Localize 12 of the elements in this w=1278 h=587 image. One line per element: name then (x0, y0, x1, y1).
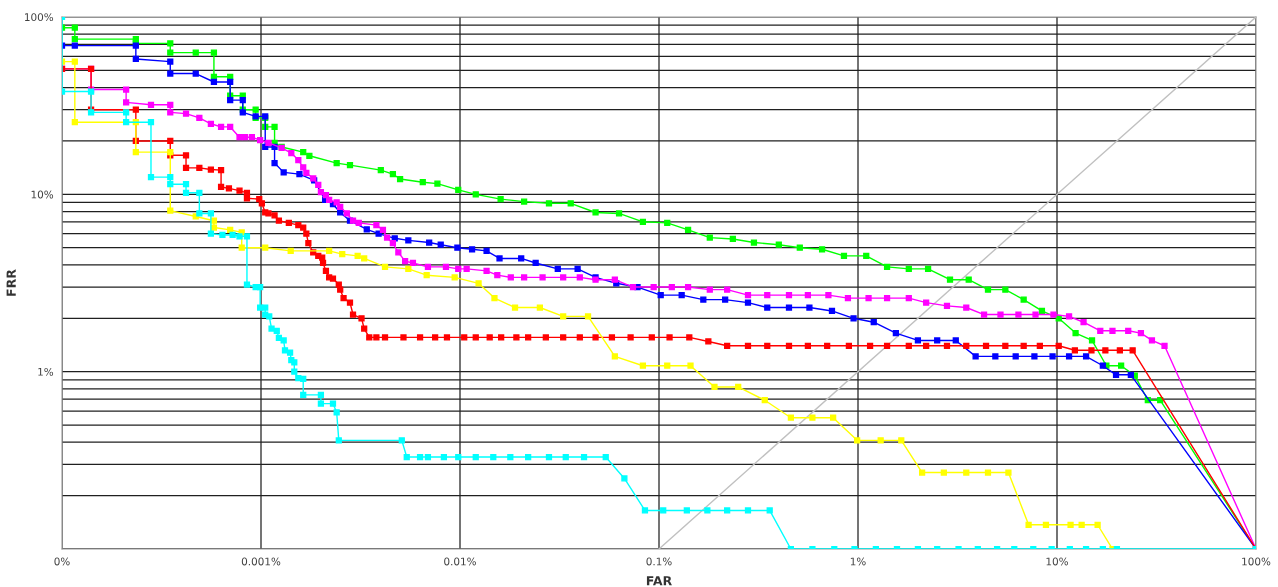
x-tick-label: 0.001% (241, 557, 281, 566)
x-axis-title: FAR (646, 576, 672, 586)
x-tick-label: 0% (54, 557, 70, 566)
y-tick-label: 10% (31, 190, 54, 199)
x-tick-label: 0.1% (646, 557, 672, 566)
y-tick-label: 100% (25, 13, 54, 22)
x-tick-label: 0.01% (444, 557, 476, 566)
y-axis-title: FRR (6, 269, 16, 296)
x-tick-label: 100% (1242, 557, 1271, 566)
x-tick-label: 10% (1046, 557, 1068, 566)
y-tick-label: 1% (38, 367, 54, 376)
x-tick-label: 1% (850, 557, 866, 566)
